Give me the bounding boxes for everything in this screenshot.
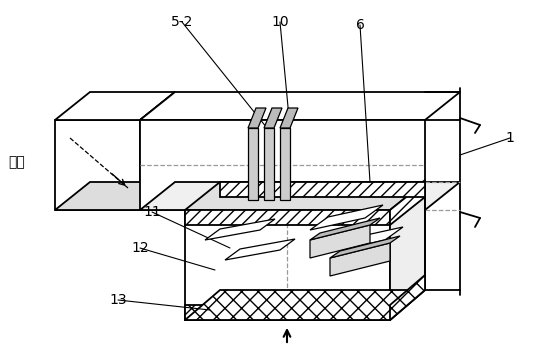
Text: 10: 10 [271, 15, 289, 29]
Polygon shape [280, 108, 298, 128]
Text: 1: 1 [505, 131, 514, 145]
Polygon shape [220, 182, 425, 197]
Polygon shape [330, 236, 400, 258]
Polygon shape [310, 225, 370, 258]
Polygon shape [140, 92, 175, 210]
Text: 室外: 室外 [8, 155, 25, 169]
Polygon shape [330, 227, 403, 252]
Polygon shape [390, 182, 425, 225]
Polygon shape [248, 108, 266, 128]
Text: 11: 11 [143, 205, 161, 219]
Polygon shape [185, 210, 390, 320]
Polygon shape [280, 128, 290, 200]
Polygon shape [140, 92, 460, 120]
Polygon shape [55, 92, 175, 120]
Polygon shape [55, 120, 140, 210]
Polygon shape [310, 205, 383, 230]
Polygon shape [140, 182, 460, 210]
Polygon shape [310, 218, 380, 240]
Polygon shape [185, 182, 425, 210]
Text: 5-2: 5-2 [171, 15, 193, 29]
Text: 12: 12 [131, 241, 149, 255]
Text: 6: 6 [356, 18, 364, 32]
Polygon shape [390, 180, 425, 320]
Polygon shape [264, 128, 274, 200]
Text: 13: 13 [109, 293, 127, 307]
Polygon shape [330, 243, 390, 276]
Polygon shape [248, 128, 258, 200]
Polygon shape [185, 305, 390, 320]
Polygon shape [205, 219, 275, 240]
Polygon shape [185, 210, 390, 225]
Polygon shape [140, 120, 425, 210]
Polygon shape [55, 182, 175, 210]
Polygon shape [225, 239, 295, 260]
Polygon shape [185, 290, 425, 320]
Polygon shape [390, 275, 425, 320]
Polygon shape [264, 108, 282, 128]
